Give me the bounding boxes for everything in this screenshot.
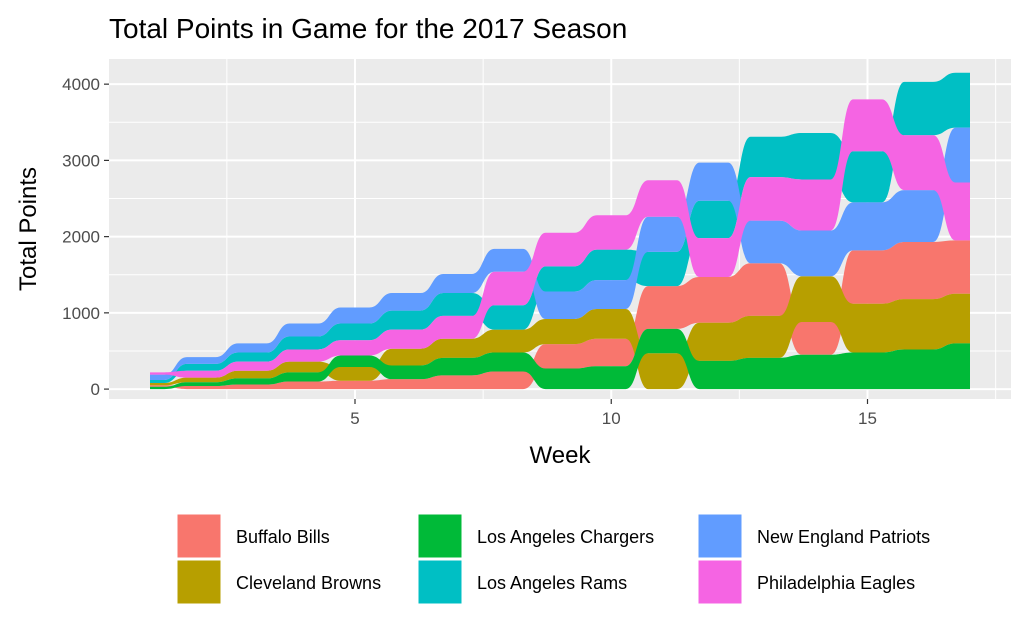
legend-label-buffalo-bills: Buffalo Bills	[236, 527, 330, 547]
band-philadelphia-eagles	[150, 99, 970, 378]
x-axis: 5 10 15	[350, 399, 877, 428]
legend-label-los-angeles-chargers: Los Angeles Chargers	[477, 527, 654, 547]
legend-label-new-england-patriots: New England Patriots	[757, 527, 930, 547]
legend-key-new-england-patriots	[697, 513, 743, 559]
band-buffalo-bills	[150, 240, 970, 390]
legend-key-cleveland-browns	[176, 559, 222, 605]
band-new-england-patriots	[150, 127, 970, 380]
y-tick-label: 4000	[62, 75, 100, 94]
y-tick-label: 0	[91, 380, 100, 399]
legend-key-philadelphia-eagles	[697, 559, 743, 605]
x-tick-label: 10	[602, 409, 621, 428]
stream-layers	[150, 72, 970, 390]
legend-key-los-angeles-chargers	[417, 513, 463, 559]
band-los-angeles-rams	[150, 72, 970, 383]
legend-label-cleveland-browns: Cleveland Browns	[236, 573, 381, 593]
legend-key-los-angeles-rams	[417, 559, 463, 605]
y-tick-label: 1000	[62, 304, 100, 323]
legend: Buffalo Bills Cleveland Browns Los Angeles…	[176, 513, 930, 605]
band-cleveland-browns	[150, 276, 970, 390]
band-los-angeles-chargers	[150, 328, 970, 390]
legend-label-los-angeles-rams: Los Angeles Rams	[477, 573, 627, 593]
y-axis: 0 1000 2000 3000 4000	[62, 75, 109, 399]
x-tick-label: 5	[350, 409, 359, 428]
x-axis-title: Week	[530, 442, 592, 469]
chart-title: Total Points in Game for the 2017 Season	[109, 13, 627, 44]
y-tick-label: 3000	[62, 151, 100, 170]
legend-label-philadelphia-eagles: Philadelphia Eagles	[757, 573, 915, 593]
x-tick-label: 15	[858, 409, 877, 428]
legend-key-buffalo-bills	[176, 513, 222, 559]
y-tick-label: 2000	[62, 228, 100, 247]
y-axis-title: Total Points	[15, 167, 42, 291]
